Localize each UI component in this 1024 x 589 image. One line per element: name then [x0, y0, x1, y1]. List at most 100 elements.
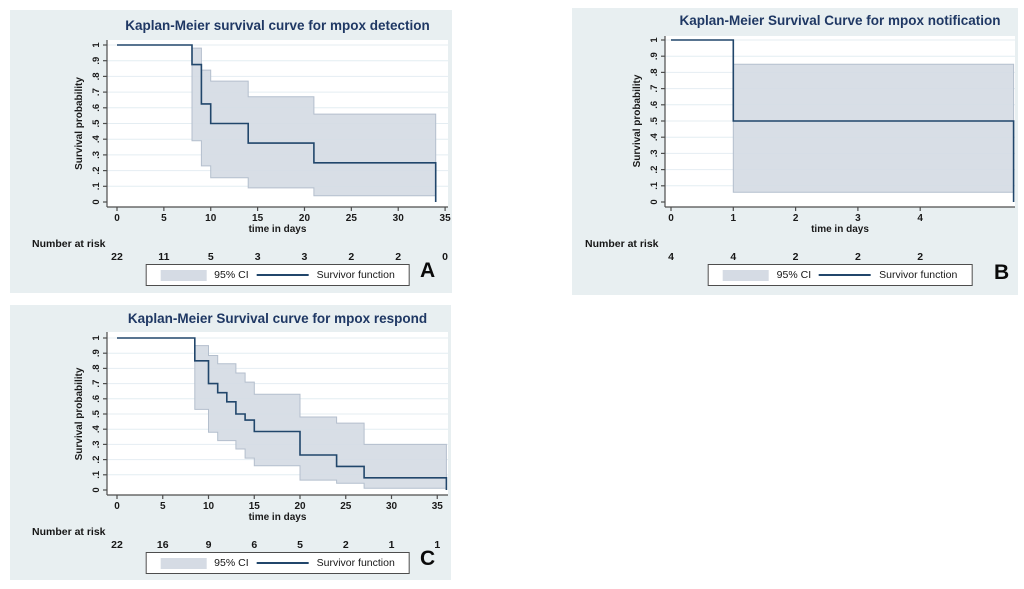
risk-count: 4 [668, 251, 674, 263]
km-panel-a: 0 .1 .2 .3 .4 .5 .6 .7 .8 .9 1 Survival probability… [10, 10, 452, 293]
x-tick-label: 0 [114, 501, 120, 512]
x-tick-label: 5 [161, 213, 167, 224]
x-tick-label: 0 [668, 213, 674, 224]
km-plot-c: 0 .1 .2 .3 .4 .5 .6 .7 .8 .9 1 Survival probability… [74, 332, 448, 523]
y-tick-label: 0 [91, 199, 102, 204]
number-at-risk-label: Number at risk [32, 526, 106, 538]
panel-letter: C [420, 547, 436, 570]
x-tick-label: 15 [249, 501, 261, 512]
panel-letter: B [994, 261, 1010, 284]
risk-count: 2 [792, 251, 799, 263]
x-tick-label: 25 [340, 501, 352, 512]
survivor-line-sample [256, 274, 309, 276]
survivor-curve [117, 337, 448, 490]
number-at-risk-label: Number at risk [32, 238, 106, 250]
risk-count: 1 [388, 539, 395, 551]
x-tick-label: 4 [917, 213, 923, 224]
number-at-risk-label: Number at risk [585, 238, 659, 250]
y-tick-label: .2 [91, 167, 102, 175]
risk-count: 2 [342, 539, 349, 551]
risk-count: 9 [205, 539, 212, 551]
survivor-line-sample [256, 562, 309, 564]
x-axis-title: time in days [249, 224, 307, 235]
ci-swatch [160, 557, 207, 569]
x-tick-label: 2 [793, 213, 799, 224]
y-tick-label: .5 [91, 119, 102, 128]
y-tick-label: .2 [91, 456, 102, 464]
risk-count: 5 [297, 539, 303, 551]
y-tick-label: .1 [649, 181, 660, 190]
x-tick-label: 3 [855, 213, 861, 224]
ci-legend-label: 95% CI [776, 269, 812, 281]
y-tick-label: .9 [91, 57, 102, 65]
legend: 95% CI Survivor function [145, 264, 410, 286]
y-tick-label: 1 [649, 37, 660, 43]
km-panel-c: 0 .1 .2 .3 .4 .5 .6 .7 .8 .9 1 Survival probability… [10, 305, 451, 580]
y-tick-label: .6 [649, 101, 660, 109]
risk-count: 4 [730, 251, 737, 263]
ci-band [732, 63, 1015, 193]
chart-title: Kaplan-Meier Survival Curve for mpox not… [679, 13, 1001, 28]
x-tick-label: 25 [346, 213, 358, 224]
survivor-line-sample [819, 274, 872, 276]
risk-count: 5 [207, 251, 214, 263]
y-axis-title: Survival probability [632, 74, 643, 167]
x-tick-label: 10 [203, 501, 215, 512]
risk-count: 2 [854, 251, 861, 263]
survivor-curve [671, 39, 1015, 202]
y-tick-label: .2 [649, 166, 660, 174]
x-tick-label: 30 [393, 213, 405, 224]
y-tick-label: .1 [91, 470, 102, 479]
x-axis-title: time in days [811, 224, 869, 235]
y-tick-label: .4 [649, 133, 660, 142]
y-axis-title: Survival probability [74, 367, 85, 460]
km-plot-b: 0 .1 .2 .3 .4 .5 .6 .7 .8 .9 1 Survival probability… [632, 36, 1015, 235]
y-tick-label: .4 [91, 135, 102, 144]
chart-title: Kaplan-Meier survival curve for mpox det… [125, 18, 430, 33]
y-tick-label: .5 [649, 116, 660, 125]
y-tick-label: .8 [91, 364, 102, 372]
ci-swatch [722, 269, 769, 281]
y-tick-label: .7 [91, 88, 102, 96]
y-axis-title: Survival probability [74, 77, 85, 170]
survivor-legend-label: Survivor function [879, 269, 958, 281]
risk-count: 22 [111, 539, 123, 551]
x-axis-title: time in days [249, 512, 307, 523]
y-tick-label: .3 [91, 151, 102, 159]
ci-legend-label: 95% CI [214, 269, 249, 281]
y-tick-label: .8 [91, 72, 102, 80]
risk-count: 3 [301, 251, 308, 263]
ci-swatch [160, 269, 207, 281]
y-tick-label: .4 [91, 425, 102, 434]
y-tick-label: .6 [91, 104, 102, 112]
km-plot-a: 0 .1 .2 .3 .4 .5 .6 .7 .8 .9 1 Survival probability… [74, 40, 452, 235]
y-tick-label: 1 [91, 335, 102, 341]
x-tick-label: 10 [205, 213, 217, 224]
survivor-legend-label: Survivor function [316, 557, 395, 569]
y-tick-label: .9 [91, 349, 102, 357]
y-tick-label: .9 [649, 52, 660, 60]
x-tick-label: 0 [114, 213, 120, 224]
risk-count: 0 [442, 251, 448, 263]
survivor-legend-label: Survivor function [316, 269, 395, 281]
x-tick-label: 20 [294, 501, 306, 512]
risk-count: 16 [156, 539, 169, 551]
survivor-curve [117, 44, 437, 202]
y-tick-label: 1 [91, 42, 102, 48]
legend: 95% CI Survivor function [145, 552, 410, 574]
y-tick-label: .3 [649, 149, 660, 157]
x-tick-label: 30 [386, 501, 398, 512]
panel-letter: A [420, 259, 436, 282]
risk-count: 2 [917, 251, 924, 263]
x-tick-label: 1 [731, 213, 737, 224]
x-tick-label: 35 [440, 213, 452, 224]
x-tick-label: 35 [432, 501, 444, 512]
y-tick-label: 0 [91, 487, 102, 492]
risk-count: 2 [395, 251, 402, 263]
risk-count: 22 [111, 251, 123, 263]
risk-count: 3 [254, 251, 261, 263]
x-tick-label: 15 [252, 213, 264, 224]
legend: 95% CI Survivor function [707, 264, 973, 286]
y-tick-label: .7 [91, 380, 102, 388]
